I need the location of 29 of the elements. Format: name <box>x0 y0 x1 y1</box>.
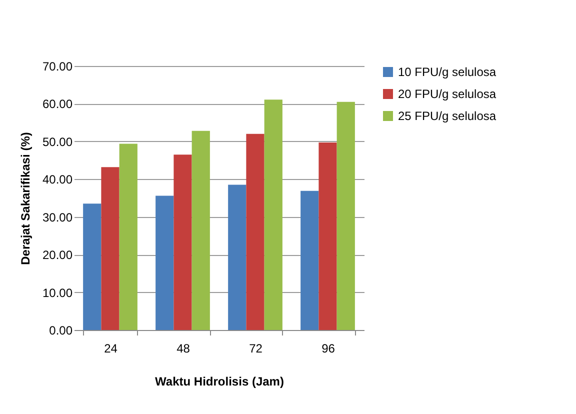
bar <box>300 190 319 330</box>
x-tick-label: 96 <box>322 342 336 356</box>
y-tick-label: 50.00 <box>42 134 73 149</box>
bar <box>119 144 138 330</box>
bar <box>264 100 282 330</box>
legend-label: 10 FPU/g selulosa <box>398 65 496 79</box>
y-tick-label: 70.00 <box>42 60 73 74</box>
bar <box>246 134 264 330</box>
bar <box>174 154 192 330</box>
x-tick-label: 24 <box>104 342 118 356</box>
y-axis-title: Derajat Sakarifikasi (%) <box>18 132 32 265</box>
legend-label: 20 FPU/g selulosa <box>398 87 496 101</box>
y-tick-label: 40.00 <box>42 172 73 187</box>
y-tick-label: 0.00 <box>49 324 73 338</box>
y-tick-label: 10.00 <box>42 286 73 300</box>
bar <box>156 196 174 330</box>
bar <box>101 167 120 330</box>
bar <box>336 102 355 330</box>
bar <box>228 184 246 330</box>
x-axis-title: Waktu Hidrolisis (Jam) <box>155 374 284 388</box>
y-tick-label: 20.00 <box>42 248 73 262</box>
bar <box>83 204 102 330</box>
legend-label: 25 FPU/g selulosa <box>398 109 496 123</box>
x-tick-label: 72 <box>249 342 263 356</box>
bar <box>192 130 210 330</box>
y-tick-label: 60.00 <box>42 97 73 112</box>
x-tick-label: 48 <box>176 342 190 356</box>
y-tick-label: 30.00 <box>42 210 73 224</box>
bar <box>318 142 337 330</box>
